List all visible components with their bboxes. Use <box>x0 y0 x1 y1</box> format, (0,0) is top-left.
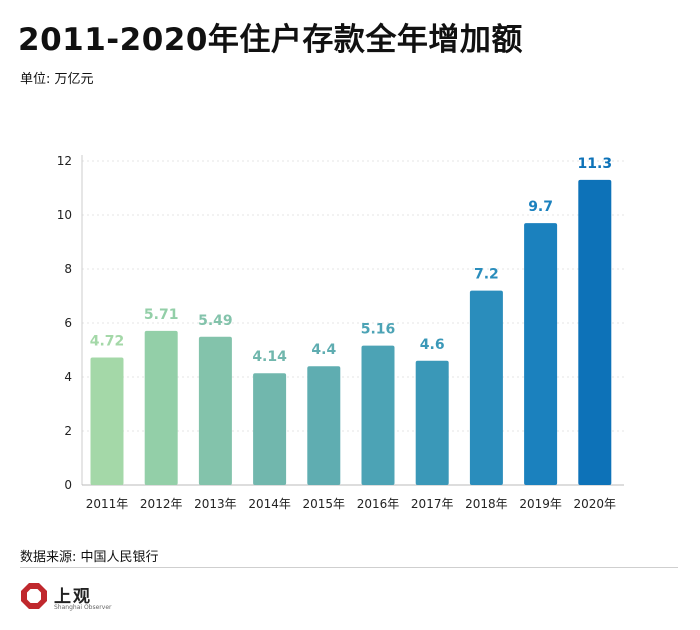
shanghai-observer-logo: 上观 Shanghai Observer <box>20 580 140 620</box>
data-label: 7.2 <box>474 267 499 283</box>
bar <box>198 336 232 485</box>
data-label: 4.6 <box>420 337 445 353</box>
data-label: 9.7 <box>528 199 553 215</box>
bar <box>469 290 503 485</box>
logo-octagon-icon <box>21 583 47 609</box>
bar <box>90 357 124 485</box>
data-label: 11.3 <box>578 156 613 172</box>
unit-label: 单位: 万亿元 <box>20 72 94 87</box>
logo-subtext: Shanghai Observer <box>54 604 112 611</box>
x-tick-label: 2015年 <box>303 497 346 511</box>
bar <box>415 360 449 485</box>
data-label: 4.72 <box>90 334 125 350</box>
y-tick-label: 12 <box>57 154 72 168</box>
data-label: 4.14 <box>252 349 287 365</box>
logo-text: 上观 <box>54 587 92 607</box>
data-label: 5.49 <box>198 313 233 329</box>
bar <box>578 179 612 485</box>
bar-chart: 0 2 4 6 8 10 12 4.72 2011年 5.71 2012年 5.49 2013年 4.14… <box>57 154 624 511</box>
bar <box>524 223 558 485</box>
source-label: 数据来源: 中国人民银行 <box>20 550 159 565</box>
bar <box>144 330 178 485</box>
labels: 0 2 4 6 8 10 12 4.72 2011年 5.71 2012年 5.49 2013年 4.14… <box>57 154 616 511</box>
bars <box>90 179 612 485</box>
data-label: 4.4 <box>311 342 336 358</box>
x-tick-label: 2011年 <box>86 497 129 511</box>
y-tick-label: 10 <box>57 208 72 222</box>
x-tick-label: 2013年 <box>194 497 237 511</box>
y-tick-label: 0 <box>64 478 72 492</box>
bar <box>307 366 341 485</box>
x-tick-label: 2014年 <box>248 497 291 511</box>
data-label: 5.16 <box>361 322 396 338</box>
bar <box>253 373 287 485</box>
page-title: 2011-2020年住户存款全年增加额 <box>18 22 523 58</box>
x-tick-label: 2012年 <box>140 497 183 511</box>
data-label: 5.71 <box>144 307 179 323</box>
x-tick-label: 2016年 <box>357 497 400 511</box>
x-tick-label: 2020年 <box>574 497 617 511</box>
bar <box>361 345 395 485</box>
y-tick-label: 2 <box>64 424 72 438</box>
x-tick-label: 2019年 <box>519 497 562 511</box>
y-tick-label: 6 <box>64 316 72 330</box>
footer-divider <box>20 567 678 568</box>
y-tick-label: 4 <box>64 370 72 384</box>
x-tick-label: 2017年 <box>411 497 454 511</box>
x-tick-label: 2018年 <box>465 497 508 511</box>
y-tick-label: 8 <box>64 262 72 276</box>
